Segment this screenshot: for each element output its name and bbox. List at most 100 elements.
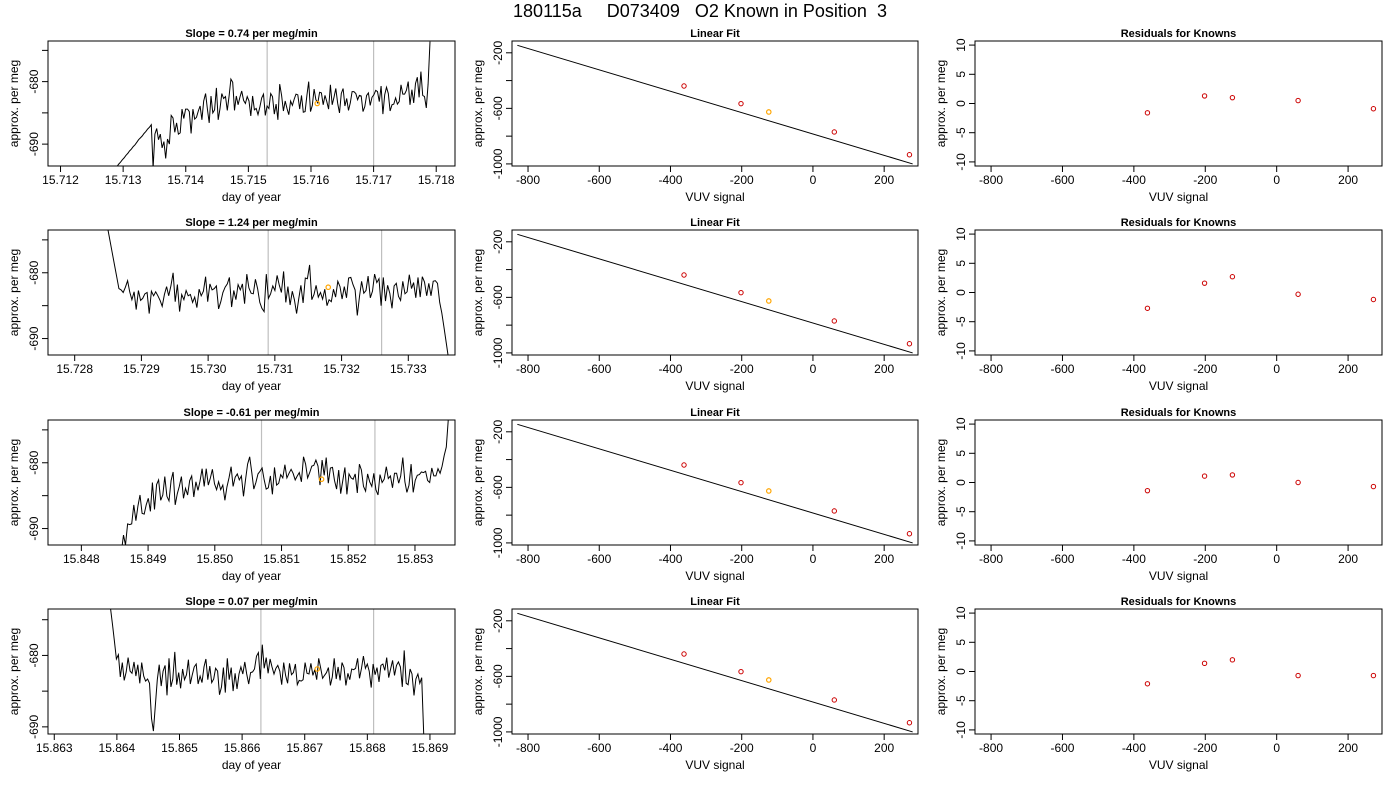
panel-title: Residuals for Knowns [1121,596,1237,608]
y-axis-label: approx. per meg [7,249,21,336]
x-tick-label: -200 [1193,173,1217,187]
x-tick-label: 15.863 [36,741,73,755]
x-tick-label: 0 [1273,362,1280,376]
data-point [1144,110,1151,116]
data-point [738,479,744,486]
x-tick-label: -600 [1050,173,1074,187]
x-tick-label: 0 [1273,173,1280,187]
x-tick-label: 15.848 [63,552,100,566]
data-point [1295,97,1301,104]
x-tick-label: 15.718 [418,173,455,187]
y-axis-label: approx. per meg [934,60,948,147]
x-tick-label: -200 [730,552,754,566]
panel-title: Linear Fit [690,28,740,40]
x-tick-label: 15.866 [224,741,261,755]
x-tick-label: -800 [516,362,540,376]
y-tick-label: -680 [27,450,41,474]
plot-frame [47,419,456,546]
y-tick-label: -1000 [491,527,505,558]
highlight-point [765,109,772,115]
panel-title: Slope = 0.07 per meg/min [185,596,318,608]
x-tick-label: -400 [658,741,682,755]
x-tick-label: -400 [1122,741,1146,755]
y-axis-label: approx. per meg [471,628,485,715]
y-tick-label: -200 [491,419,505,443]
plot-area [517,233,913,354]
x-tick-label: 200 [1338,741,1358,755]
y-axis-label: approx. per meg [471,60,485,147]
x-tick-label: -800 [516,741,540,755]
fit-line [517,423,913,544]
panel-2: Slope = 1.24 per meg/min day of year appro… [7,217,456,393]
x-tick-label: -800 [516,173,540,187]
plot-area [1144,657,1377,687]
plot-frame [974,40,1383,167]
highlight-point [318,476,325,483]
x-tick-label: -600 [587,552,611,566]
plot-frame [974,419,1383,546]
plot-frame [511,419,919,546]
x-tick-label: 15.869 [412,741,449,755]
highlight-point [325,284,332,291]
plot-frame [974,229,1383,356]
x-tick-label: -600 [1050,362,1074,376]
y-tick-label: 5 [954,450,968,457]
x-tick-label: 15.733 [390,362,427,376]
panel-title: Residuals for Knowns [1121,28,1237,40]
x-tick-label: 15.850 [196,552,233,566]
y-tick-label: -5 [954,506,968,517]
highlight-point [314,100,321,107]
y-tick-label: 0 [954,100,968,107]
y-tick-label: -600 [491,664,505,688]
y-tick-label: -690 [27,516,41,540]
y-tick-label: 0 [954,479,968,486]
data-point [681,462,687,468]
x-tick-label: 0 [810,741,817,755]
x-tick-label: 0 [810,552,817,566]
y-tick-label: -690 [27,132,41,156]
plot-area [1144,274,1377,311]
y-tick-label: -5 [954,695,968,706]
panel-title: Slope = -0.61 per meg/min [183,407,319,419]
plot-area [1144,93,1377,116]
data-point [1295,479,1301,486]
y-tick-label: -200 [491,229,505,253]
x-axis-label: VUV signal [1149,379,1208,393]
x-tick-label: -200 [730,173,754,187]
plot-frame [47,229,456,356]
y-tick-label: 10 [954,227,968,241]
data-point [906,341,913,347]
data-point [1229,274,1236,280]
x-axis-label: day of year [222,379,281,393]
y-tick-label: -5 [954,127,968,138]
y-axis-label: approx. per meg [934,628,948,715]
x-tick-label: 200 [1338,362,1358,376]
panel-title: Linear Fit [690,407,740,419]
data-point [1229,657,1236,663]
x-tick-label: 200 [1338,173,1358,187]
fit-line [517,612,913,733]
x-axis-label: day of year [222,758,281,772]
x-axis-label: VUV signal [685,569,744,583]
y-tick-label: -600 [491,96,505,120]
x-tick-label: 15.712 [42,173,79,187]
panel-10: Residuals for Knowns VUV signal approx. pe… [934,217,1383,393]
x-tick-label: -800 [979,741,1003,755]
panel-title: Linear Fit [690,596,740,608]
x-tick-label: -600 [1050,741,1074,755]
panel-title: Residuals for Knowns [1121,407,1237,419]
plot-area [517,44,913,165]
x-tick-label: -400 [1122,362,1146,376]
y-tick-label: -1000 [491,337,505,368]
x-tick-label: 15.851 [263,552,300,566]
x-tick-label: -600 [587,362,611,376]
x-tick-label: 15.716 [293,173,330,187]
highlight-point [765,298,772,304]
x-tick-label: -600 [1050,552,1074,566]
data-point [738,100,744,107]
x-tick-label: -200 [1193,362,1217,376]
x-tick-label: 15.717 [355,173,392,187]
y-axis-label: approx. per meg [7,439,21,526]
panel-title: Slope = 1.24 per meg/min [185,217,318,229]
